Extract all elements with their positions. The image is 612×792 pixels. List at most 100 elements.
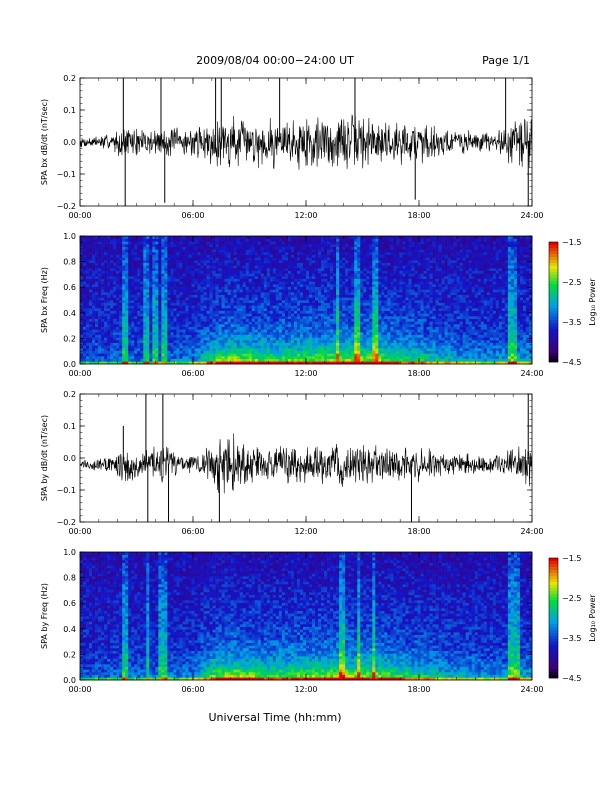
spectrogram-cell	[95, 292, 99, 295]
spectrogram-cell	[275, 238, 280, 242]
spectrogram-cell	[354, 340, 358, 343]
spectrogram-cell	[263, 238, 268, 242]
spectrogram-cell	[309, 324, 313, 327]
spectrogram-cell	[278, 342, 283, 346]
spectrogram-cell	[315, 292, 319, 295]
spectrogram-cell	[312, 286, 316, 290]
spectrogram-cell	[173, 289, 177, 293]
spectrogram-cell	[182, 260, 186, 263]
spectrogram-cell	[342, 353, 346, 357]
spectrogram-cell	[242, 326, 247, 330]
spectrogram-cell	[197, 249, 201, 253]
spectrogram-cell	[306, 358, 310, 362]
spectrogram-cell	[92, 297, 96, 301]
spectrogram-cell	[92, 286, 96, 290]
spectrogram-cell	[182, 252, 186, 255]
spectrogram-cell	[122, 252, 126, 255]
spectrogram-cell	[200, 270, 204, 274]
spectrogram-cell	[116, 292, 120, 295]
spectrogram-cell	[101, 340, 105, 343]
spectrogram-cell	[173, 318, 177, 322]
spectrogram-cell	[95, 260, 99, 263]
spectrogram-cell	[354, 332, 358, 335]
spectrogram-cell	[315, 252, 319, 255]
spectrogram-cell	[131, 345, 135, 349]
spectrogram-cell	[191, 321, 195, 325]
spectrogram-cell	[125, 302, 129, 306]
spectrogram-cell	[158, 326, 162, 330]
spectrogram-cell	[152, 350, 156, 354]
spectrogram-cell	[248, 236, 253, 239]
spectrogram-cell	[212, 297, 216, 301]
spectrogram-cell	[251, 353, 256, 357]
spectrogram-cell	[173, 316, 177, 319]
spectrogram-cell	[375, 244, 379, 247]
spectrogram-cell	[191, 268, 195, 271]
spectrogram-cell	[318, 284, 322, 287]
spectrogram-cell	[284, 326, 289, 330]
spectrogram-cell	[342, 260, 346, 263]
spectrogram-cell	[275, 348, 280, 351]
spectrogram-cell	[260, 350, 265, 354]
spectrogram-cell	[230, 302, 234, 306]
spectrogram-cell	[191, 308, 195, 311]
spectrogram-cell	[170, 254, 174, 258]
spectrogram-cell	[251, 284, 256, 287]
spectrogram-cell	[378, 310, 382, 314]
spectrogram-cell	[245, 268, 250, 271]
spectrogram-cell	[131, 353, 135, 357]
spectrogram-cell	[173, 254, 177, 258]
spectrogram-cell	[266, 340, 271, 343]
spectrogram-cell	[125, 324, 129, 327]
spectrogram-cell	[230, 273, 234, 277]
spectrogram-cell	[110, 268, 114, 271]
spectrogram-cell	[209, 273, 213, 277]
spectrogram-cell	[233, 278, 237, 282]
spectrogram-cell	[257, 281, 262, 285]
spectrogram-cell	[149, 273, 153, 277]
spectrogram-cell	[164, 324, 168, 327]
spectrogram-cell	[242, 252, 247, 255]
spectrogram-cell	[366, 308, 370, 311]
spectrogram-cell	[339, 241, 343, 245]
spectrogram-cell	[158, 318, 162, 322]
spectrogram-cell	[269, 294, 274, 298]
spectrogram-cell	[107, 318, 111, 322]
spectrogram-cell	[224, 332, 228, 335]
spectrogram-cell	[224, 286, 228, 290]
spectrogram-cell	[215, 340, 219, 343]
spectrogram-cell	[378, 324, 382, 327]
spectrogram-cell	[236, 246, 240, 250]
spectrogram-cell	[357, 361, 361, 365]
spectrogram-cell	[290, 316, 295, 319]
spectrogram-cell	[140, 284, 144, 287]
spectrogram-cell	[351, 334, 355, 338]
spectrogram-cell	[83, 286, 87, 290]
spectrogram-cell	[188, 294, 192, 298]
spectrogram-cell	[197, 358, 201, 362]
spectrogram-cell	[215, 265, 219, 269]
spectrogram-cell	[188, 246, 192, 250]
spectrogram-cell	[131, 348, 135, 351]
spectrogram-cell	[158, 332, 162, 335]
spectrogram-cell	[167, 324, 171, 327]
spectrogram-cell	[339, 334, 343, 338]
spectrogram-cell	[266, 348, 271, 351]
spectrogram-cell	[354, 316, 358, 319]
spectrogram-cell	[351, 241, 355, 245]
spectrogram-cell	[110, 302, 114, 306]
spectrogram-cell	[218, 260, 222, 263]
spectrogram-cell	[363, 273, 367, 277]
spectrogram-cell	[122, 332, 126, 335]
spectrogram-cell	[354, 252, 358, 255]
spectrogram-cell	[230, 297, 234, 301]
spectrogram-cell	[209, 302, 213, 306]
spectrogram-cell	[140, 318, 144, 322]
spectrogram-cell	[200, 300, 204, 303]
spectrogram-cell	[230, 358, 234, 362]
spectrogram-cell	[366, 342, 370, 346]
spectrogram-cell	[149, 284, 153, 287]
spectrogram-cell	[125, 329, 129, 333]
spectrogram-cell	[366, 284, 370, 287]
spectrogram-cell	[324, 257, 328, 261]
